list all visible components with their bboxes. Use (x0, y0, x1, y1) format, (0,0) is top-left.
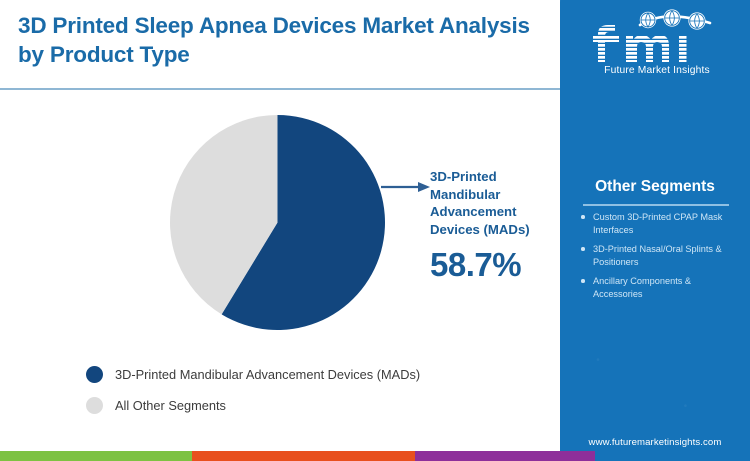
fmi-logo-tagline: Future Market Insights (604, 65, 710, 76)
callout-label: 3D-Printed Mandibular Advancement Device… (430, 169, 530, 237)
segment-label: 3D-Printed Nasal/Oral Splints & Position… (593, 244, 722, 268)
bottom-color-bar (0, 451, 750, 461)
pie-slice[interactable] (221, 115, 385, 330)
bullet-icon (581, 279, 585, 283)
pie-chart (170, 115, 385, 330)
legend-item-other: All Other Segments (86, 397, 420, 414)
bottom-bar-segment-orange (192, 451, 415, 461)
segment-label: Custom 3D-Printed CPAP Mask Interfaces (593, 212, 723, 236)
pie-slice[interactable] (170, 115, 278, 315)
bullet-icon (581, 215, 585, 219)
bottom-bar-segment-blue (595, 451, 750, 461)
chart-legend: 3D-Printed Mandibular Advancement Device… (86, 366, 420, 428)
segment-label: Ancillary Components & Accessories (593, 276, 692, 300)
page-title: 3D Printed Sleep Apnea Devices Market An… (18, 13, 530, 67)
legend-swatch-mads (86, 366, 103, 383)
bottom-bar-segment-green (0, 451, 192, 461)
list-item: 3D-Printed Nasal/Oral Splints & Position… (580, 243, 740, 269)
legend-label-other: All Other Segments (115, 398, 226, 413)
fmi-logo[interactable]: Future Market Insights (588, 8, 726, 84)
other-segments-title: Other Segments (595, 178, 715, 195)
callout-arrow-icon (381, 182, 430, 192)
list-item: Ancillary Components & Accessories (580, 275, 740, 301)
pie-chart-svg (170, 115, 385, 330)
legend-label-mads: 3D-Printed Mandibular Advancement Device… (115, 367, 421, 382)
website-url[interactable]: www.futuremarketinsights.com (588, 437, 722, 448)
bullet-icon (581, 247, 585, 251)
fmi-logo-icon (593, 9, 712, 62)
list-item: Custom 3D-Printed CPAP Mask Interfaces (580, 211, 740, 237)
legend-item-mads: 3D-Printed Mandibular Advancement Device… (86, 366, 420, 383)
legend-swatch-other (86, 397, 103, 414)
callout-percentage: 58.7% (430, 246, 522, 283)
bottom-bar-segment-purple (415, 451, 595, 461)
header-divider (0, 88, 560, 90)
other-segments-list: Custom 3D-Printed CPAP Mask Interfaces 3… (580, 211, 740, 307)
other-segments-divider (583, 204, 729, 206)
sidebar-panel: Future Market Insights Other Segments Cu… (560, 0, 750, 461)
